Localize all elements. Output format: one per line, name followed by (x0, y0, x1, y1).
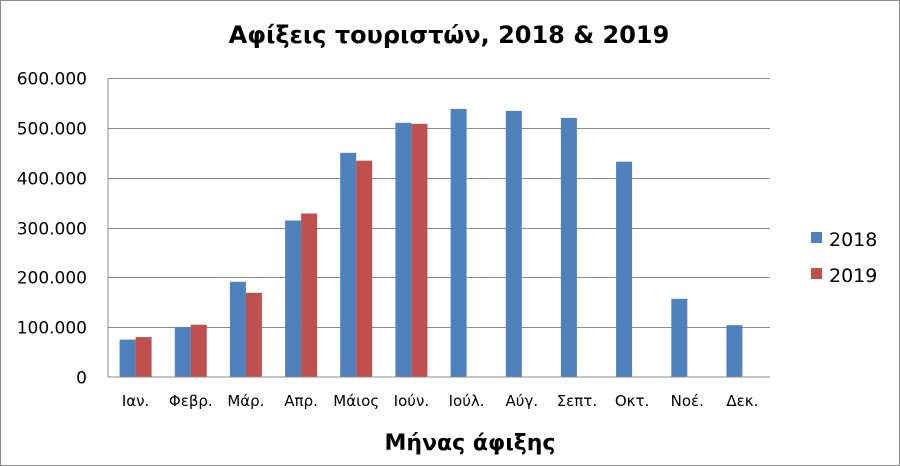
bars (119, 108, 743, 378)
y-tick-label: 100.000 (17, 319, 87, 339)
x-category-label: Νοέ. (671, 392, 704, 410)
bar-2019-5 (411, 123, 428, 377)
bar-2018-3 (285, 220, 302, 377)
legend-swatch-2019 (811, 268, 822, 279)
bar-2018-0 (119, 339, 136, 377)
bar-2018-5 (395, 122, 412, 377)
legend-label-2018: 2018 (829, 229, 877, 251)
bar-2019-1 (190, 324, 207, 377)
bar-2018-8 (560, 117, 577, 378)
x-category-label: Οκτ. (615, 392, 649, 410)
bar-2018-4 (340, 152, 357, 378)
x-category-label: Φεβρ. (169, 392, 213, 410)
bar-2018-2 (229, 281, 246, 377)
y-tick-label: 0 (76, 369, 87, 389)
legend-label-2019: 2019 (829, 265, 877, 287)
bar-2018-9 (616, 161, 633, 377)
x-category-label: Ιαν. (122, 392, 149, 410)
chart-title: Αφίξεις τουριστών, 2018 & 2019 (229, 21, 670, 49)
legend-swatch-2018 (811, 232, 822, 243)
bar-2018-11 (726, 325, 743, 377)
bar-2019-2 (245, 292, 262, 377)
x-category-label: Μάρ. (227, 392, 264, 410)
legend: 2018 2019 (811, 229, 877, 287)
y-tick-label: 500.000 (17, 120, 87, 140)
y-tick-label: 300.000 (17, 220, 87, 240)
bar-2019-0 (135, 337, 152, 377)
x-category-label: Αύγ. (506, 392, 539, 410)
bar-2018-7 (505, 110, 522, 378)
x-category-label: Μάιος (333, 392, 379, 410)
bar-2018-6 (450, 108, 467, 378)
y-tick-label: 200.000 (17, 269, 87, 289)
bar-2019-4 (356, 160, 373, 377)
y-tick-label: 400.000 (17, 170, 87, 190)
bar-2018-10 (671, 298, 688, 377)
x-axis-category-labels: Ιαν. Φεβρ. Μάρ. Απρ. Μάιος Ιούν. Ιούλ. Αύγ. Σεπτ… (122, 392, 759, 410)
x-axis-title: Μήνας άφιξης (385, 431, 556, 456)
y-tick-label: 600.000 (17, 70, 87, 90)
x-category-label: Ιούλ. (449, 392, 485, 410)
x-category-label: Δεκ. (726, 392, 758, 410)
gridlines (108, 78, 770, 328)
x-category-label: Σεπτ. (557, 392, 597, 410)
bar-2019-3 (301, 213, 318, 377)
y-axis-tick-labels: 0 100.000 200.000 300.000 400.000 500.000 600.… (17, 70, 87, 389)
x-category-label: Απρ. (284, 392, 318, 410)
bar-2018-1 (174, 327, 191, 377)
x-category-label: Ιούν. (394, 392, 429, 410)
